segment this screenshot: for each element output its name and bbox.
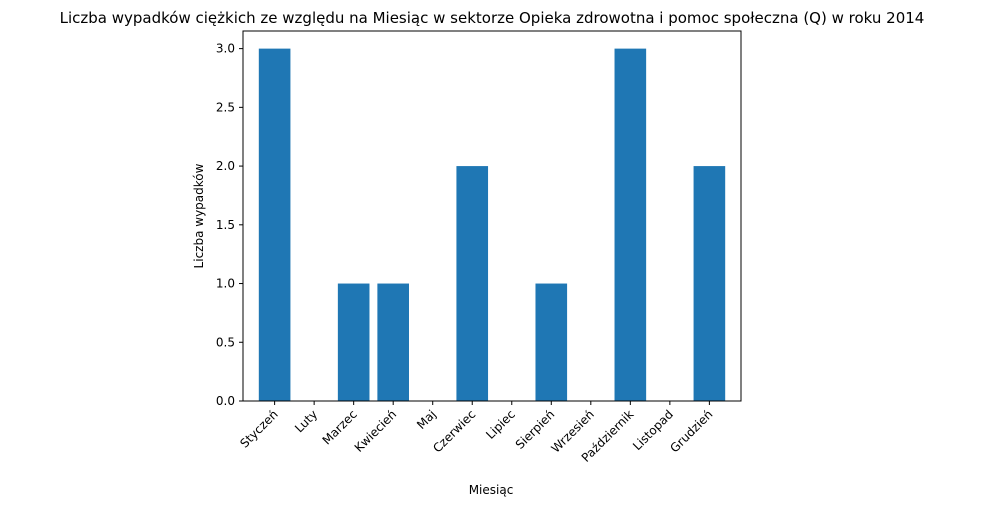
y-tick-label-6: 3.0 bbox=[216, 42, 235, 56]
bar-11 bbox=[693, 166, 726, 401]
y-tick-label-4: 2.0 bbox=[216, 159, 235, 173]
y-tick-label-5: 2.5 bbox=[216, 100, 235, 114]
x-tick-label-1: Luty bbox=[292, 407, 320, 435]
y-tick-label-0: 0.0 bbox=[216, 394, 235, 408]
x-tick-label-4: Maj bbox=[414, 407, 439, 432]
y-tick-label-3: 1.5 bbox=[216, 218, 235, 232]
bar-9 bbox=[614, 48, 647, 401]
x-tick-label-2: Marzec bbox=[320, 407, 360, 447]
x-tick-label-3: Kwiecień bbox=[352, 407, 400, 455]
bar-7 bbox=[535, 283, 568, 401]
chart-title: Liczba wypadków ciężkich ze względu na M… bbox=[60, 9, 925, 27]
x-tick-label-6: Lipiec bbox=[483, 407, 518, 442]
x-tick-label-11: Grudzień bbox=[667, 407, 715, 455]
y-tick-label-2: 1.0 bbox=[216, 277, 235, 291]
bar-3 bbox=[377, 283, 409, 401]
x-tick-label-0: Styczeń bbox=[237, 407, 280, 450]
x-tick-label-5: Czerwiec bbox=[430, 407, 478, 455]
bar-2 bbox=[337, 283, 370, 401]
x-axis-label: Miesiąc bbox=[469, 483, 514, 497]
plot-area: 0.0 0.5 1.0 1.5 2.0 2.5 3.0 Styczeń Luty MarzecKw… bbox=[216, 30, 742, 465]
bar-5 bbox=[456, 166, 489, 401]
y-axis-label: Liczba wypadków bbox=[192, 163, 206, 268]
axes-frame bbox=[242, 30, 742, 402]
bar-0 bbox=[258, 48, 291, 401]
y-tick-label-1: 0.5 bbox=[216, 335, 235, 349]
